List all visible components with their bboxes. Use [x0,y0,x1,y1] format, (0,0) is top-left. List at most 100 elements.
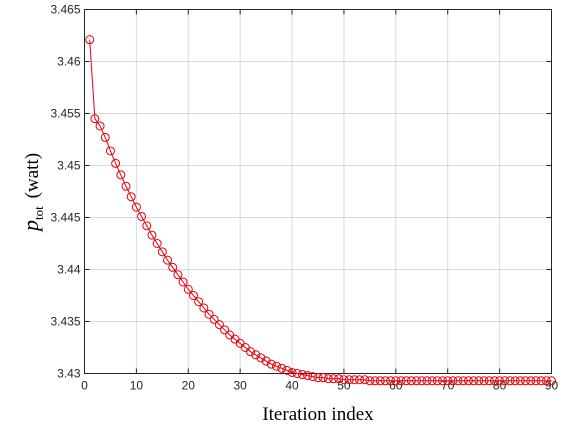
x-axis-title: Iteration index [262,404,374,425]
data-point-marker [469,376,479,386]
data-point-marker [121,181,131,191]
data-point-marker [505,376,515,386]
data-point-marker [479,376,489,386]
data-point-marker [339,375,349,385]
data-point-marker [406,376,416,386]
data-point-marker [531,376,541,386]
data-point-marker [303,371,313,381]
data-point-marker [95,121,105,131]
data-point-marker [432,376,442,386]
data-point-marker [474,376,484,386]
series-group [85,35,556,386]
data-point-marker [526,376,536,386]
data-point-marker [292,369,302,378]
data-point-marker [204,309,214,319]
data-point-marker [438,376,448,386]
data-point-marker [168,262,178,272]
y-axis-title-unit: (watt) [22,153,43,198]
data-point-marker [396,376,406,386]
data-point-marker [412,376,422,386]
data-point-marker [329,374,339,384]
svg-text:ptot(watt): ptot (watt) [18,153,46,233]
data-point-marker [365,376,375,386]
data-point-marker [220,325,230,335]
data-point-marker [370,376,380,386]
plot-frame [84,9,552,374]
data-point-marker [199,303,209,313]
y-tick-label: 3.45 [57,159,81,173]
data-point-marker [142,221,152,231]
data-point-marker [344,375,354,385]
data-point-marker [323,374,333,384]
data-point-marker [194,297,204,307]
data-point-marker [287,367,297,377]
data-point-marker [391,376,401,386]
data-point-marker [500,376,510,386]
y-tick-label: 3.445 [50,211,80,225]
data-point-marker [536,376,546,386]
data-point-marker [282,365,292,375]
data-point-marker [355,375,365,385]
data-point-marker [349,375,359,385]
data-point-marker [515,376,525,386]
x-tick-label: 10 [130,379,144,393]
data-point-marker [131,202,141,212]
data-point-marker [458,376,468,386]
data-point-marker [173,270,183,280]
data-point-marker [85,35,95,45]
data-point-marker [484,376,494,386]
data-point-marker [401,376,411,386]
y-axis-title-sub: tot [31,206,46,220]
data-point-marker [297,370,307,380]
data-point-marker [256,353,266,363]
data-point-marker [147,230,157,240]
data-point-marker [380,376,390,386]
data-point-marker [360,375,370,385]
data-point-marker [427,376,437,386]
data-point-marker [163,255,173,265]
data-point-marker [261,356,271,366]
data-point-marker [541,376,551,386]
data-point-marker [157,247,167,257]
y-tick-label: 3.465 [50,3,80,17]
grid [84,9,552,374]
data-point-marker [246,347,256,357]
data-point-marker [495,376,505,386]
data-point-marker [137,211,147,221]
data-point-marker [375,376,385,386]
data-point-marker [183,284,193,294]
data-point-marker [489,376,499,386]
data-point-marker [116,170,126,180]
y-axis-title-main: p [18,220,43,233]
y-tick-label: 3.44 [57,263,81,277]
data-point-marker [251,350,261,360]
data-point-marker [386,376,396,386]
data-point-marker [422,376,432,386]
data-point-marker [214,320,224,330]
x-tick-label: 40 [285,379,299,393]
data-point-marker [188,291,198,300]
data-point-marker [443,376,453,386]
data-point-marker [178,277,188,287]
data-point-marker [313,373,323,383]
data-point-marker [521,376,531,386]
data-point-marker [90,114,100,124]
y-tick-label: 3.435 [50,315,80,329]
data-point-marker [277,363,287,373]
data-point-marker [266,359,276,369]
data-point-marker [126,192,136,202]
y-tick-label: 3.43 [57,367,81,381]
data-point-marker [453,376,463,386]
data-point-marker [448,376,458,386]
data-point-marker [547,376,556,386]
y-tick-label: 3.455 [50,107,80,121]
x-tick-label: 50 [337,379,351,393]
data-point-marker [100,132,110,142]
x-tick-label: 0 [81,379,88,393]
data-point-marker [463,376,473,386]
x-tick-label: 30 [233,379,247,393]
data-point-marker [417,376,427,386]
data-point-marker [510,376,520,386]
x-tick-label: 20 [182,379,196,393]
